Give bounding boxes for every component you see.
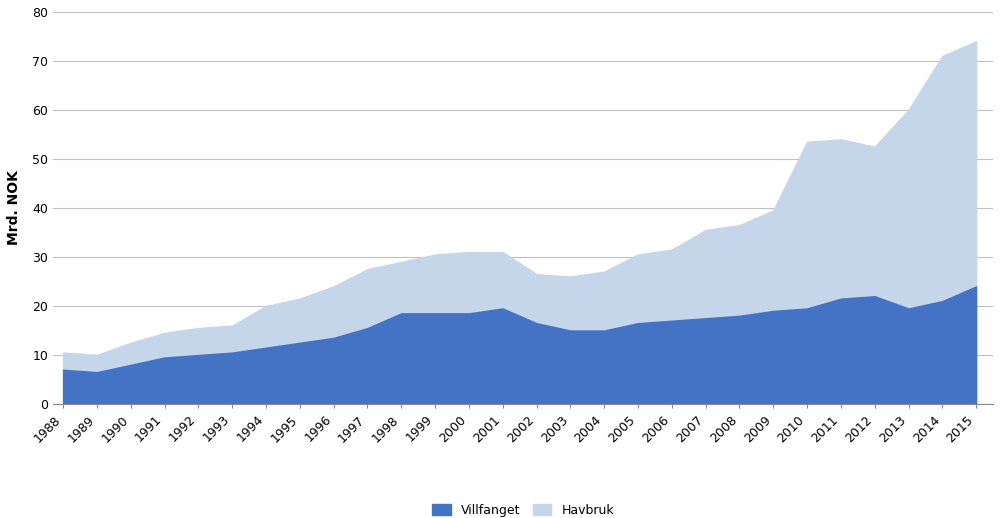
Legend: Villfanget, Havbruk: Villfanget, Havbruk xyxy=(426,498,620,518)
Y-axis label: Mrd. NOK: Mrd. NOK xyxy=(7,170,21,246)
